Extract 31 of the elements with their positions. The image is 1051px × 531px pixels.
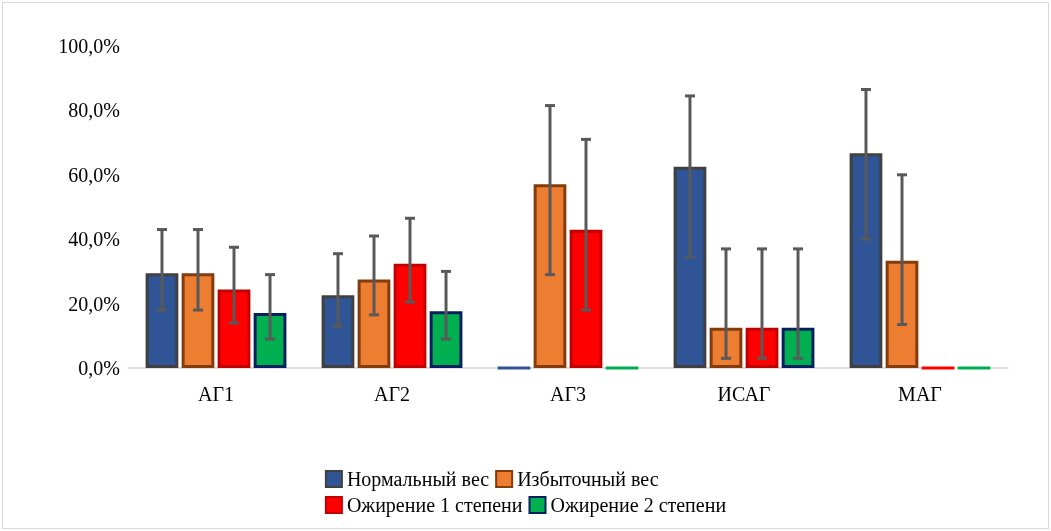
bar (673, 166, 707, 368)
y-tick-label: 60,0% (68, 163, 120, 186)
bar (781, 327, 815, 368)
y-tick-label: 20,0% (68, 292, 120, 315)
legend-label: Нормальный вес (346, 468, 490, 491)
x-tick-label: АГ1 (197, 383, 235, 405)
legend-label: Избыточный вес (517, 468, 659, 490)
bar (429, 311, 463, 368)
x-tick-label: МАГ (898, 383, 942, 405)
bar (745, 327, 779, 368)
bar (885, 260, 919, 368)
bar (849, 153, 883, 368)
bar (393, 263, 427, 368)
bar (181, 273, 215, 368)
x-tick-label: АГ3 (549, 383, 587, 405)
legend-label: Ожирение 1 степени (346, 494, 523, 517)
bar (217, 289, 251, 368)
bar (145, 273, 179, 368)
y-tick-label: 40,0% (68, 228, 120, 251)
legend-label: Ожирение 2 степени (550, 494, 727, 517)
y-tick-label: 80,0% (68, 99, 120, 122)
y-tick-label: 0,0% (78, 357, 120, 379)
x-tick-label: ИСАГ (717, 383, 771, 405)
bar (533, 184, 567, 368)
bar (709, 327, 743, 368)
y-tick-label: 100,0% (58, 35, 120, 57)
bar (321, 295, 355, 368)
bar (253, 312, 287, 368)
x-tick-label: АГ2 (373, 383, 411, 405)
bar (569, 229, 603, 368)
bar (357, 279, 391, 368)
